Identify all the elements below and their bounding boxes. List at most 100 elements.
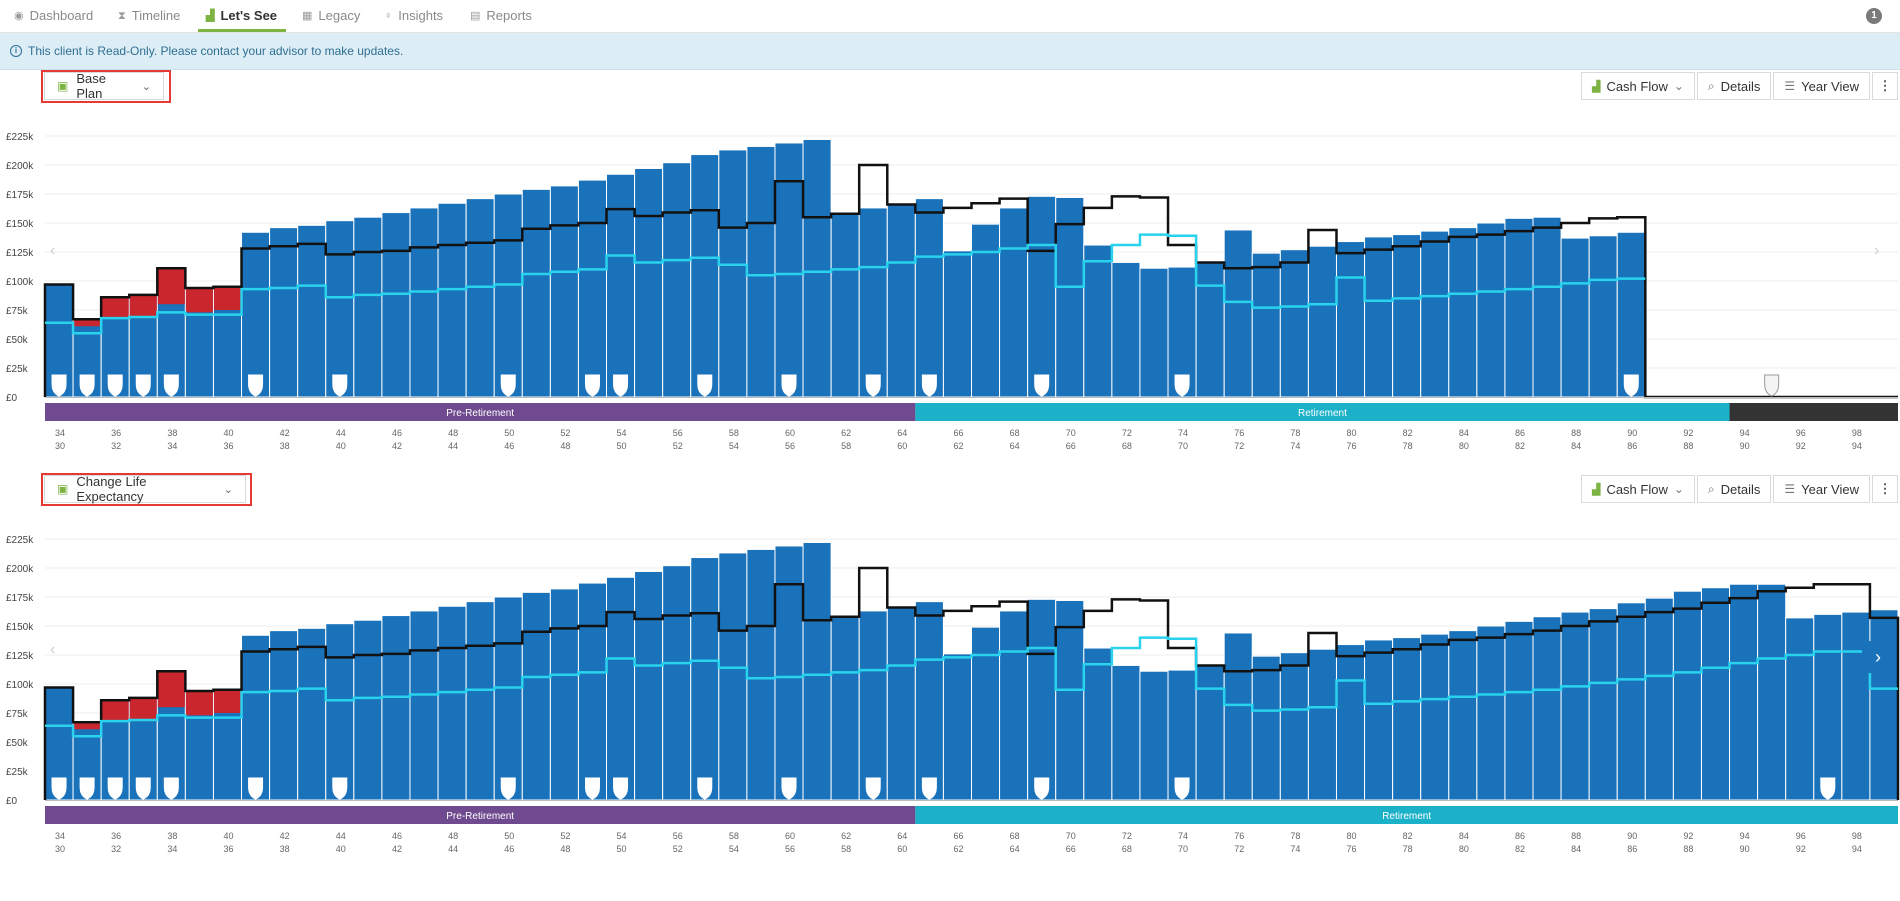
event-marker-icon[interactable]: [697, 777, 713, 800]
event-marker-icon[interactable]: [51, 374, 67, 397]
bar[interactable]: [1392, 234, 1422, 398]
event-marker-icon[interactable]: [107, 777, 123, 800]
bar[interactable]: [381, 212, 411, 398]
bar[interactable]: [999, 207, 1029, 398]
bar[interactable]: [999, 610, 1029, 801]
tab-legacy[interactable]: ▦ Legacy: [302, 0, 360, 32]
shortfall-segment[interactable]: [213, 689, 242, 713]
shortfall-segment[interactable]: [185, 690, 213, 716]
event-marker-icon[interactable]: [1174, 777, 1190, 800]
event-marker-icon[interactable]: [1820, 777, 1836, 800]
bar[interactable]: [718, 149, 748, 398]
shortfall-segment[interactable]: [73, 722, 101, 730]
event-marker-icon[interactable]: [921, 374, 937, 397]
shortfall-segment[interactable]: [129, 294, 157, 319]
bar[interactable]: [1279, 652, 1309, 801]
bar[interactable]: [325, 623, 355, 801]
event-marker-icon[interactable]: [865, 777, 881, 800]
bar[interactable]: [858, 610, 888, 801]
bar[interactable]: [690, 557, 720, 801]
bar[interactable]: [1504, 217, 1534, 398]
bar[interactable]: [1616, 231, 1646, 398]
more-options-button[interactable]: ⋮: [1872, 72, 1898, 100]
bar[interactable]: [1813, 613, 1843, 801]
bar[interactable]: [241, 231, 271, 398]
bar[interactable]: [1476, 222, 1506, 398]
event-marker-icon[interactable]: [107, 374, 123, 397]
bar[interactable]: [549, 588, 579, 801]
event-marker-icon[interactable]: [135, 374, 151, 397]
bar[interactable]: [297, 627, 327, 801]
next-arrow-button[interactable]: ›: [1862, 641, 1894, 673]
details-button[interactable]: ⌕ Details: [1696, 72, 1772, 100]
tab-timeline[interactable]: ⧗ Timeline: [118, 0, 180, 32]
bar[interactable]: [381, 615, 411, 801]
bar[interactable]: [1251, 655, 1281, 801]
event-marker-icon[interactable]: [697, 374, 713, 397]
bar[interactable]: [690, 154, 720, 398]
event-marker-icon[interactable]: [500, 374, 516, 397]
bar[interactable]: [1223, 632, 1253, 801]
tab-lets-see[interactable]: ▟ Let's See: [206, 0, 277, 32]
bar[interactable]: [662, 162, 692, 398]
bar[interactable]: [577, 179, 608, 398]
next-arrow-icon[interactable]: ›: [1874, 242, 1880, 259]
bar[interactable]: [1420, 230, 1450, 398]
tab-reports[interactable]: ▤ Reports: [470, 0, 532, 32]
shortfall-segment[interactable]: [157, 671, 185, 708]
bar[interactable]: [746, 145, 776, 398]
bar[interactable]: [1729, 583, 1759, 801]
bar[interactable]: [886, 605, 916, 801]
bar[interactable]: [409, 207, 439, 398]
bar[interactable]: [971, 223, 1001, 398]
bar[interactable]: [493, 596, 523, 801]
cash-flow-dropdown[interactable]: ▟ Cash Flow ⌄: [1580, 72, 1695, 100]
bar[interactable]: [830, 212, 860, 398]
bar[interactable]: [914, 601, 944, 801]
bar[interactable]: [914, 198, 944, 398]
event-marker-icon[interactable]: [1623, 374, 1639, 397]
event-marker-icon[interactable]: [500, 777, 516, 800]
bar[interactable]: [1504, 620, 1534, 801]
bar[interactable]: [1420, 633, 1450, 801]
bar[interactable]: [1279, 249, 1309, 398]
prev-arrow-icon[interactable]: ‹: [50, 242, 56, 259]
bar[interactable]: [1588, 235, 1618, 398]
bar[interactable]: [1392, 637, 1422, 801]
bar[interactable]: [493, 193, 523, 398]
event-marker-icon[interactable]: [332, 777, 348, 800]
bar[interactable]: [1251, 252, 1281, 398]
bar[interactable]: [971, 626, 1001, 801]
event-marker-icon[interactable]: [584, 374, 600, 397]
event-marker-icon[interactable]: [79, 777, 95, 800]
bar[interactable]: [1083, 244, 1113, 398]
bar[interactable]: [1757, 583, 1787, 801]
event-marker-icon[interactable]: [248, 777, 264, 800]
bar[interactable]: [886, 202, 916, 398]
event-marker-icon[interactable]: [332, 374, 348, 397]
prev-arrow-icon[interactable]: ‹: [50, 641, 56, 658]
event-marker-icon[interactable]: [79, 374, 95, 397]
bar[interactable]: [577, 582, 608, 801]
more-options-button[interactable]: ⋮: [1872, 475, 1898, 503]
bar[interactable]: [1560, 237, 1590, 398]
bar[interactable]: [1644, 597, 1674, 801]
event-marker-icon[interactable]: [613, 777, 629, 800]
bar[interactable]: [353, 619, 383, 801]
bar[interactable]: [1532, 616, 1562, 801]
shortfall-segment[interactable]: [101, 700, 129, 720]
tab-dashboard[interactable]: ◉ Dashboard: [14, 0, 93, 32]
bar[interactable]: [1476, 625, 1506, 801]
event-marker-icon[interactable]: [135, 777, 151, 800]
plan-selector[interactable]: ▣ Base Plan ⌄: [44, 71, 164, 101]
bar[interactable]: [465, 198, 495, 398]
details-button[interactable]: ⌕ Details: [1696, 475, 1772, 503]
help-badge[interactable]: 1: [1866, 8, 1882, 24]
bar[interactable]: [634, 167, 664, 398]
bar[interactable]: [1869, 609, 1899, 801]
bar[interactable]: [521, 188, 551, 398]
bar[interactable]: [1785, 617, 1815, 801]
plan-selector[interactable]: ▣ Change Life Expectancy ⌄: [44, 474, 246, 504]
bar[interactable]: [942, 653, 973, 801]
event-marker-icon[interactable]: [1034, 374, 1050, 397]
